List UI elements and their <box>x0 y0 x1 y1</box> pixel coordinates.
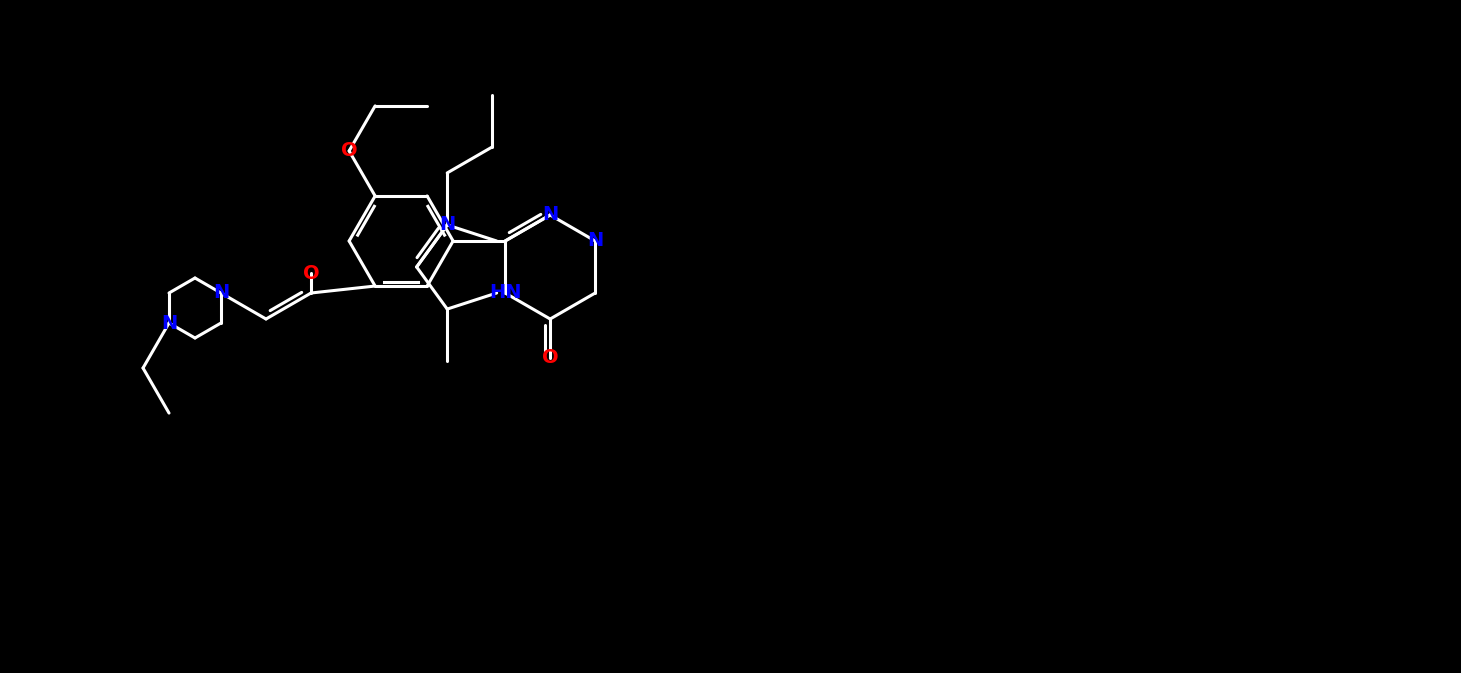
Text: N: N <box>161 314 177 332</box>
Text: HN: HN <box>489 283 522 302</box>
Text: N: N <box>440 215 456 234</box>
Text: N: N <box>213 283 229 302</box>
Text: O: O <box>542 349 558 367</box>
Text: N: N <box>542 205 558 225</box>
Text: O: O <box>340 141 358 160</box>
Text: O: O <box>302 264 320 283</box>
Text: N: N <box>587 232 603 250</box>
